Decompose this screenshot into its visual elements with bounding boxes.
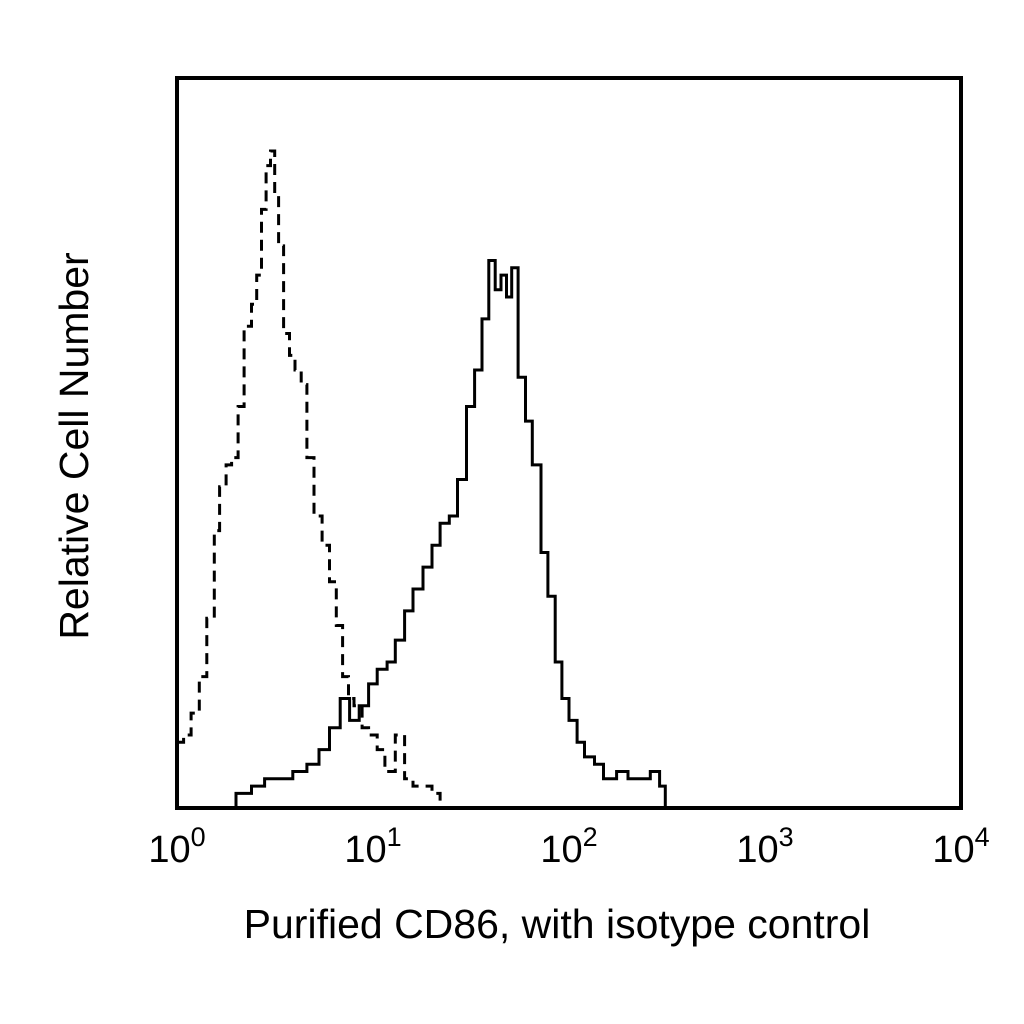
isotype-control-histogram-line [177,149,442,808]
plot-marks [177,149,667,810]
x-tick-label: 102 [540,822,597,871]
x-tick-label: 101 [344,822,401,871]
cd86-histogram-line [227,259,667,810]
x-axis-label: Purified CD86, with isotype control [244,901,871,947]
plot-frame [175,76,963,810]
x-tick-label: 100 [148,822,205,871]
x-tick-label: 104 [932,822,989,871]
y-axis-label: Relative Cell Number [51,252,97,639]
x-tick-label: 103 [736,822,793,871]
x-tick-labels: 100 101 102 103 104 [148,822,989,871]
